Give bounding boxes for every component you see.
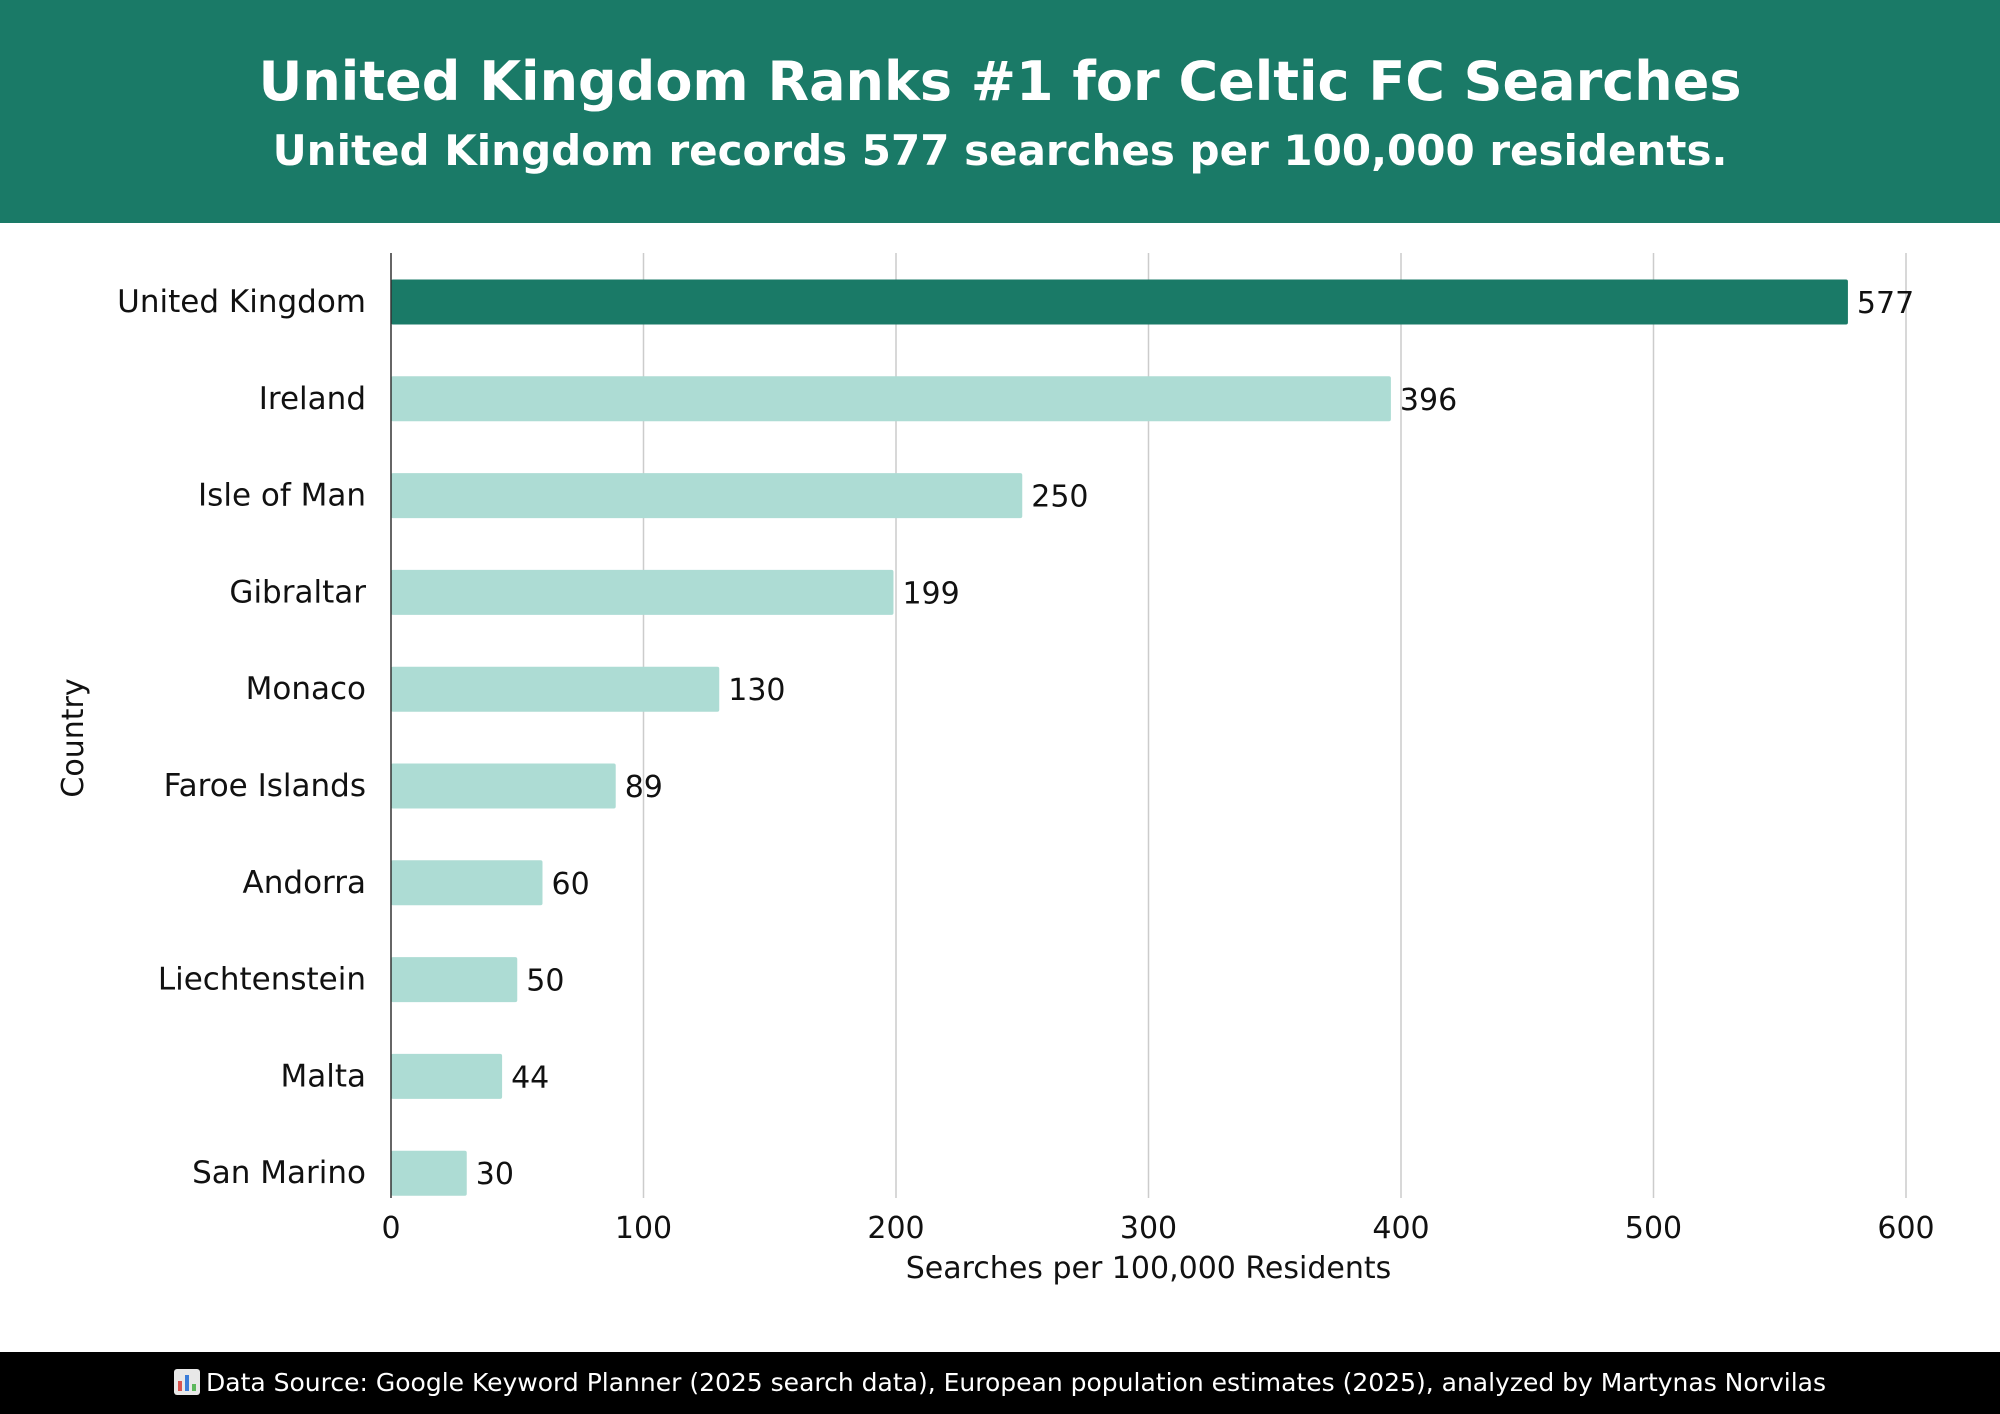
value-label: 250 bbox=[1031, 480, 1088, 515]
value-label: 89 bbox=[625, 770, 663, 805]
footer-text: Data Source: Google Keyword Planner (202… bbox=[206, 1368, 1826, 1397]
bar bbox=[391, 376, 1391, 422]
chart-header: United Kingdom Ranks #1 for Celtic FC Se… bbox=[0, 0, 2000, 223]
x-tick-label: 100 bbox=[615, 1211, 672, 1246]
category-label: Andorra bbox=[243, 865, 366, 901]
x-tick-label: 400 bbox=[1372, 1211, 1429, 1246]
chart-title: United Kingdom Ranks #1 for Celtic FC Se… bbox=[258, 50, 1742, 113]
value-label: 30 bbox=[476, 1157, 514, 1192]
category-label: Monaco bbox=[246, 671, 366, 707]
value-labels: 577 396 250 199 130 89 60 50 44 30 bbox=[476, 286, 1914, 1192]
bar bbox=[391, 957, 518, 1003]
bar-chart-icon bbox=[174, 1369, 200, 1395]
value-label: 577 bbox=[1857, 286, 1914, 321]
x-tick-label: 0 bbox=[381, 1211, 400, 1246]
x-tick-labels: 0 100 200 300 400 500 600 bbox=[381, 1211, 1934, 1246]
category-label: Liechtenstein bbox=[158, 962, 366, 998]
value-label: 130 bbox=[728, 673, 785, 708]
bar bbox=[391, 473, 1023, 519]
x-tick-label: 200 bbox=[867, 1211, 924, 1246]
x-axis-title: Searches per 100,000 Residents bbox=[906, 1251, 1391, 1286]
category-label: Malta bbox=[280, 1058, 366, 1094]
chart-subtitle: United Kingdom records 577 searches per … bbox=[272, 126, 1728, 175]
category-label: Ireland bbox=[259, 381, 366, 417]
category-label: Faroe Islands bbox=[164, 768, 366, 804]
y-axis-title: Country bbox=[56, 678, 91, 797]
bar bbox=[391, 666, 720, 712]
value-label: 396 bbox=[1400, 383, 1457, 418]
value-label: 50 bbox=[526, 964, 564, 999]
bar bbox=[391, 860, 543, 906]
category-labels: United Kingdom Ireland Isle of Man Gibralta… bbox=[117, 284, 366, 1191]
x-tick-label: 300 bbox=[1120, 1211, 1177, 1246]
footer: Data Source: Google Keyword Planner (202… bbox=[0, 1352, 2000, 1414]
value-label: 199 bbox=[902, 576, 959, 611]
category-label: San Marino bbox=[192, 1155, 366, 1191]
category-label: United Kingdom bbox=[117, 284, 366, 320]
bar bbox=[391, 279, 1848, 325]
bar bbox=[391, 1053, 503, 1099]
bar bbox=[391, 569, 894, 615]
bar-chart: United Kingdom Ireland Isle of Man Gibralta… bbox=[56, 253, 1935, 1286]
bar bbox=[391, 1150, 467, 1196]
bars bbox=[391, 279, 1848, 1196]
category-label: Gibraltar bbox=[229, 574, 366, 610]
x-tick-label: 600 bbox=[1877, 1211, 1934, 1246]
value-label: 44 bbox=[511, 1060, 549, 1095]
category-label: Isle of Man bbox=[198, 478, 366, 514]
x-tick-label: 500 bbox=[1625, 1211, 1682, 1246]
bar bbox=[391, 763, 616, 809]
value-label: 60 bbox=[552, 867, 590, 902]
